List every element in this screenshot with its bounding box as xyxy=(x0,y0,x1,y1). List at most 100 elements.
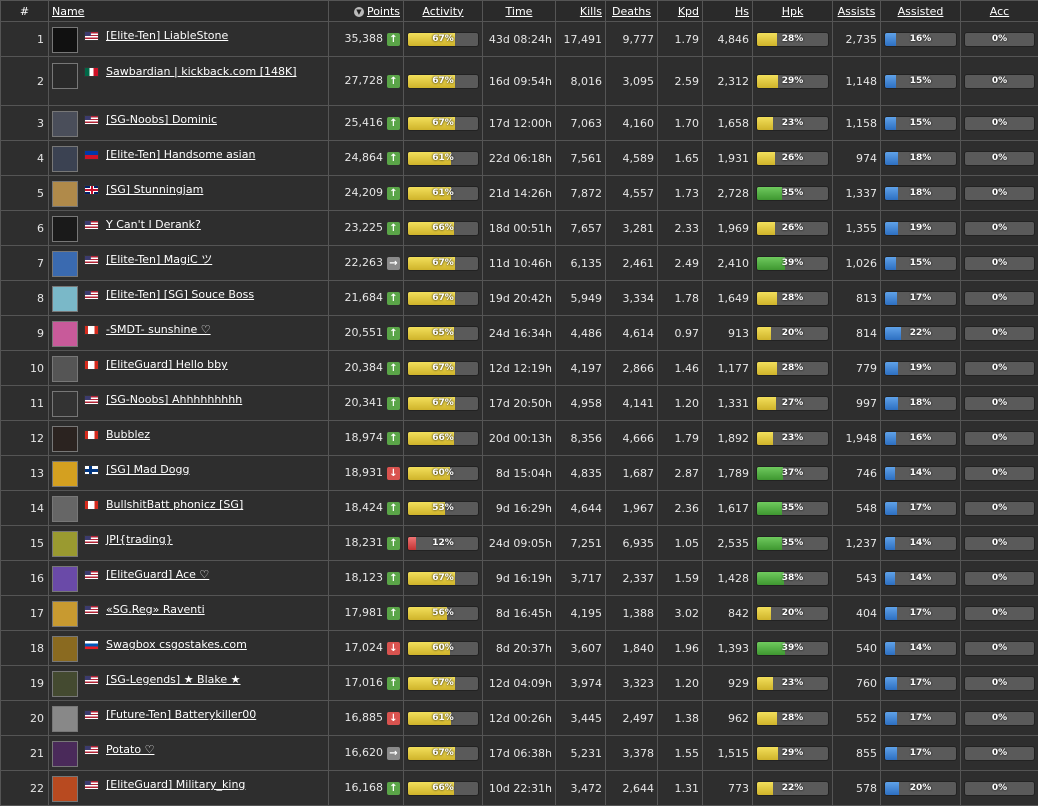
avatar[interactable] xyxy=(52,181,78,207)
player-name-link[interactable]: Potato ♡ xyxy=(106,742,154,757)
avatar[interactable] xyxy=(52,566,78,592)
acc-bar-label: 0% xyxy=(965,327,1034,340)
avatar[interactable] xyxy=(52,391,78,417)
activity-cell: 67% xyxy=(404,22,483,57)
player-name-link[interactable]: [SG-Noobs] Dominic xyxy=(106,112,217,127)
acc-cell: 0% xyxy=(961,561,1038,596)
player-name-link[interactable]: [EliteGuard] Ace ♡ xyxy=(106,567,209,582)
col-acc[interactable]: Acc xyxy=(961,1,1038,22)
player-name-link[interactable]: [SG] Mad Dogg xyxy=(106,462,189,477)
activity-cell: 67% xyxy=(404,57,483,106)
avatar[interactable] xyxy=(52,111,78,137)
trend-down-icon: ↓ xyxy=(387,712,400,725)
col-hpk[interactable]: Hpk xyxy=(753,1,833,22)
player-name-link[interactable]: [Elite-Ten] MagiC ツ xyxy=(106,252,212,267)
acc-cell: 0% xyxy=(961,246,1038,281)
kills-cell: 5,949 xyxy=(556,281,606,316)
avatar[interactable] xyxy=(52,531,78,557)
acc-bar-label: 0% xyxy=(965,187,1034,200)
avatar[interactable] xyxy=(52,216,78,242)
hpk-bar-label: 35% xyxy=(757,502,828,515)
player-name-link[interactable]: [Elite-Ten] LiableStone xyxy=(106,28,228,43)
assisted-cell: 19% xyxy=(881,211,961,246)
avatar[interactable] xyxy=(52,706,78,732)
avatar[interactable] xyxy=(52,251,78,277)
player-name-link[interactable]: [SG-Legends] ★ Blake ★ xyxy=(106,672,241,687)
time-cell: 8d 20:37h xyxy=(483,631,556,666)
player-name-link[interactable]: [EliteGuard] Military_king xyxy=(106,777,245,792)
avatar[interactable] xyxy=(52,496,78,522)
avatar[interactable] xyxy=(52,741,78,767)
col-kills[interactable]: Kills xyxy=(556,1,606,22)
hpk-bar-label: 22% xyxy=(757,782,828,795)
player-row: 6 Y Can't I Derank? 23,225↑ 66% 18d 00:5… xyxy=(1,211,1038,246)
assisted-cell: 18% xyxy=(881,176,961,211)
avatar[interactable] xyxy=(52,63,78,89)
avatar[interactable] xyxy=(52,776,78,802)
player-name-link[interactable]: [SG-Noobs] Ahhhhhhhhh xyxy=(106,392,242,407)
avatar[interactable] xyxy=(52,356,78,382)
time-cell: 24d 09:05h xyxy=(483,526,556,561)
player-name-link[interactable]: Bubblez xyxy=(106,427,150,442)
hpk-bar-label: 35% xyxy=(757,537,828,550)
kpd-cell: 2.59 xyxy=(658,57,703,106)
col-time[interactable]: Time xyxy=(483,1,556,22)
name-cell: [Elite-Ten] [SG] Souce Boss xyxy=(49,281,329,316)
name-cell: Bubblez xyxy=(49,421,329,456)
player-name-link[interactable]: JPI{trading} xyxy=(106,532,173,547)
avatar[interactable] xyxy=(52,146,78,172)
col-assisted[interactable]: Assisted xyxy=(881,1,961,22)
trend-up-icon: ↑ xyxy=(387,432,400,445)
kills-cell: 3,974 xyxy=(556,666,606,701)
player-name-link[interactable]: [Elite-Ten] [SG] Souce Boss xyxy=(106,287,254,302)
col-deaths[interactable]: Deaths xyxy=(606,1,658,22)
avatar[interactable] xyxy=(52,286,78,312)
activity-cell: 61% xyxy=(404,176,483,211)
col-activity[interactable]: Activity xyxy=(404,1,483,22)
col-assists[interactable]: Assists xyxy=(833,1,881,22)
avatar[interactable] xyxy=(52,461,78,487)
activity-cell: 66% xyxy=(404,771,483,806)
avatar[interactable] xyxy=(52,321,78,347)
col-name[interactable]: Name xyxy=(49,1,329,22)
assisted-bar-label: 16% xyxy=(885,33,956,46)
activity-cell: 61% xyxy=(404,141,483,176)
player-name-link[interactable]: -SMDT- sunshine ♡ xyxy=(106,322,211,337)
player-name-link[interactable]: Swagbox csgostakes.com xyxy=(106,637,247,652)
assists-cell: 814 xyxy=(833,316,881,351)
col-points[interactable]: ▼Points xyxy=(329,1,404,22)
player-row: 7 [Elite-Ten] MagiC ツ 22,263→ 67% 11d 10… xyxy=(1,246,1038,281)
hpk-bar-label: 39% xyxy=(757,257,828,270)
kpd-cell: 1.96 xyxy=(658,631,703,666)
player-name-link[interactable]: [Elite-Ten] Handsome asian xyxy=(106,147,255,162)
flag-us-icon xyxy=(84,570,99,580)
col-hs[interactable]: Hs xyxy=(703,1,753,22)
hpk-bar: 23% xyxy=(756,431,829,446)
kills-cell: 8,356 xyxy=(556,421,606,456)
avatar[interactable] xyxy=(52,601,78,627)
activity-bar: 67% xyxy=(407,256,479,271)
activity-cell: 60% xyxy=(404,631,483,666)
activity-cell: 67% xyxy=(404,666,483,701)
avatar[interactable] xyxy=(52,426,78,452)
avatar[interactable] xyxy=(52,27,78,53)
avatar[interactable] xyxy=(52,636,78,662)
activity-bar: 67% xyxy=(407,396,479,411)
kills-cell: 3,472 xyxy=(556,771,606,806)
acc-bar: 0% xyxy=(964,396,1035,411)
avatar[interactable] xyxy=(52,671,78,697)
hs-cell: 842 xyxy=(703,596,753,631)
points-value: 24,209 xyxy=(345,186,384,199)
player-name-link[interactable]: BullshitBatt phonicz [SG] xyxy=(106,497,243,512)
acc-bar-label: 0% xyxy=(965,712,1034,725)
trend-up-icon: ↑ xyxy=(387,117,400,130)
player-row: 12 Bubblez 18,974↑ 66% 20d 00:13h 8,356 … xyxy=(1,421,1038,456)
kpd-cell: 1.55 xyxy=(658,736,703,771)
player-name-link[interactable]: «SG.Reg» Raventi xyxy=(106,602,205,617)
player-name-link[interactable]: [SG] Stunningjam xyxy=(106,182,203,197)
col-kpd[interactable]: Kpd xyxy=(658,1,703,22)
player-name-link[interactable]: [Future-Ten] Batterykiller00 xyxy=(106,707,256,722)
player-name-link[interactable]: Sawbardian | kickback.com [148K] xyxy=(106,64,325,79)
player-name-link[interactable]: Y Can't I Derank? xyxy=(106,217,201,232)
player-name-link[interactable]: [EliteGuard] Hello bby xyxy=(106,357,228,372)
